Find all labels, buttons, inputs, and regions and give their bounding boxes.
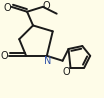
Text: O: O [63,67,70,77]
Text: N: N [44,56,51,66]
Text: O: O [4,3,11,13]
Text: O: O [1,51,8,61]
Text: O: O [42,1,50,11]
